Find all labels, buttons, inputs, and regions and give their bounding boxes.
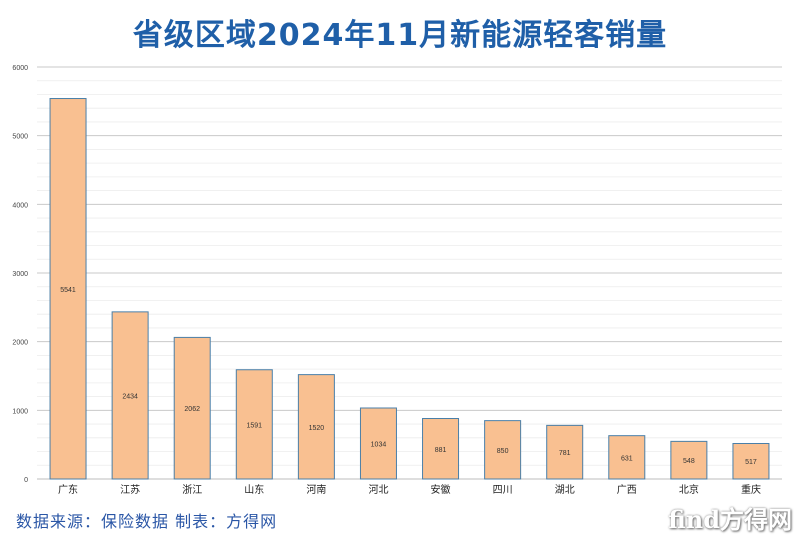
grid-lines bbox=[37, 66, 782, 480]
value-label: 631 bbox=[621, 455, 633, 462]
value-label: 517 bbox=[745, 459, 757, 466]
y-tick-label: 3000 bbox=[12, 271, 28, 278]
x-tick-label: 四川 bbox=[493, 485, 513, 496]
bar-北京 bbox=[670, 440, 708, 480]
x-tick-label: 安徽 bbox=[431, 483, 451, 496]
bars bbox=[49, 98, 770, 480]
value-label: 1591 bbox=[247, 422, 263, 429]
y-tick-label: 5000 bbox=[12, 134, 28, 141]
bar-广西 bbox=[608, 435, 646, 480]
x-tick-label: 北京 bbox=[679, 483, 699, 496]
value-label: 2434 bbox=[122, 393, 138, 400]
x-tick-label: 湖北 bbox=[555, 484, 575, 496]
x-tick-label: 广东 bbox=[58, 483, 78, 496]
bar-浙江 bbox=[173, 336, 211, 480]
y-tick-label: 6000 bbox=[12, 65, 28, 72]
bar-河南 bbox=[297, 374, 335, 480]
value-label: 2062 bbox=[184, 406, 200, 413]
source-note: 数据来源：保险数据 制表：方得网 bbox=[16, 512, 278, 531]
bar-安徽 bbox=[422, 418, 460, 480]
value-label: 850 bbox=[497, 448, 509, 455]
value-labels: 5541 2434 2062 1591 1520 1034 881 850 781 631 548 5… bbox=[60, 287, 757, 466]
bar-河北 bbox=[359, 407, 397, 480]
watermark-logo: find方得网 bbox=[668, 505, 792, 534]
y-tick-label: 2000 bbox=[12, 340, 28, 347]
bar-江苏 bbox=[111, 311, 149, 480]
value-label: 1520 bbox=[309, 425, 325, 432]
bar-山东 bbox=[235, 369, 273, 480]
x-tick-label: 河北 bbox=[368, 484, 388, 496]
bar-广东 bbox=[49, 98, 87, 480]
value-label: 548 bbox=[683, 458, 695, 465]
x-tick-label: 广西 bbox=[617, 484, 637, 496]
value-label: 5541 bbox=[60, 287, 76, 294]
x-tick-label: 江苏 bbox=[120, 483, 140, 496]
y-tick-labels: 0 1000 2000 3000 4000 5000 6000 bbox=[12, 65, 28, 484]
value-label: 1034 bbox=[371, 441, 387, 448]
x-tick-labels: 广东 江苏 浙江 山东 河南 河北 安徽 四川 湖北 广西 北京 重庆 bbox=[58, 483, 761, 496]
value-label: 781 bbox=[559, 450, 571, 457]
y-tick-label: 4000 bbox=[12, 202, 28, 209]
y-tick-label: 0 bbox=[24, 477, 28, 484]
x-tick-label: 浙江 bbox=[182, 484, 202, 496]
y-tick-label: 1000 bbox=[12, 408, 28, 415]
x-tick-label: 重庆 bbox=[741, 483, 761, 496]
value-label: 881 bbox=[435, 447, 447, 454]
x-tick-label: 山东 bbox=[244, 483, 264, 496]
bar-重庆 bbox=[732, 442, 770, 480]
chart-title: 省级区域2024年11月新能源轻客销量 bbox=[132, 18, 668, 53]
bar-四川 bbox=[484, 420, 522, 480]
x-tick-label: 河南 bbox=[306, 483, 326, 496]
bar-湖北 bbox=[546, 424, 584, 480]
